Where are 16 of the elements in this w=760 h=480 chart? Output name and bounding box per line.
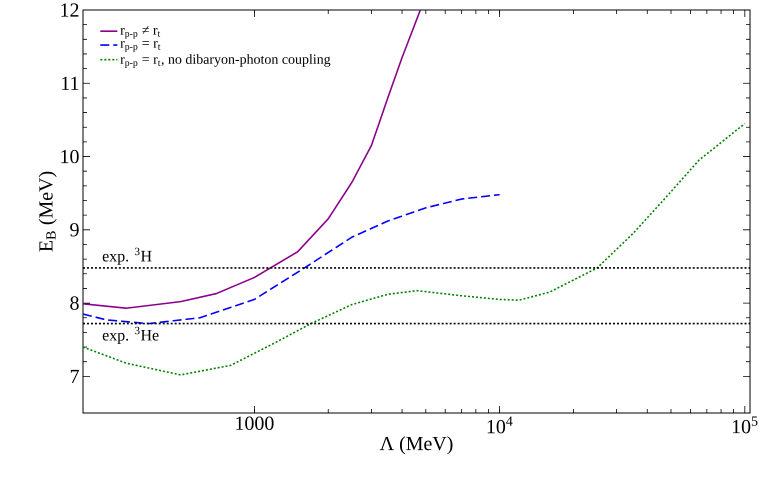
x-axis-title: Λ (MeV) [380,436,452,454]
x-tick-label: 10$^{4}$ [488,416,513,434]
legend-label: r$_{p-p}$ = r$_{t}$, no dibaryon-photon coupling [120,54,330,68]
x-tick-label: 1000 [236,416,274,430]
ref-line-label: exp. $^{3}$He [102,326,159,344]
y-tick-label: 7 [70,370,79,383]
legend-label: r$_{p-p}$ ≠ r$_{t}$ [120,26,160,39]
y-axis-title: E$_{B}$ (MeV) [38,172,57,252]
y-tick-label: 12 [61,3,78,17]
y-tick-label: 8 [70,296,79,310]
y-tick-label: 11 [62,76,78,90]
legend-label: r$_{p-p}$ = r$_{t}$ [120,41,160,52]
x-tick-label: 10$^{5}$ [732,416,758,434]
ref-line-label: exp. $^{3}$H [102,248,152,265]
y-tick-label: 9 [70,223,79,236]
y-tick-label: 10 [61,150,79,164]
